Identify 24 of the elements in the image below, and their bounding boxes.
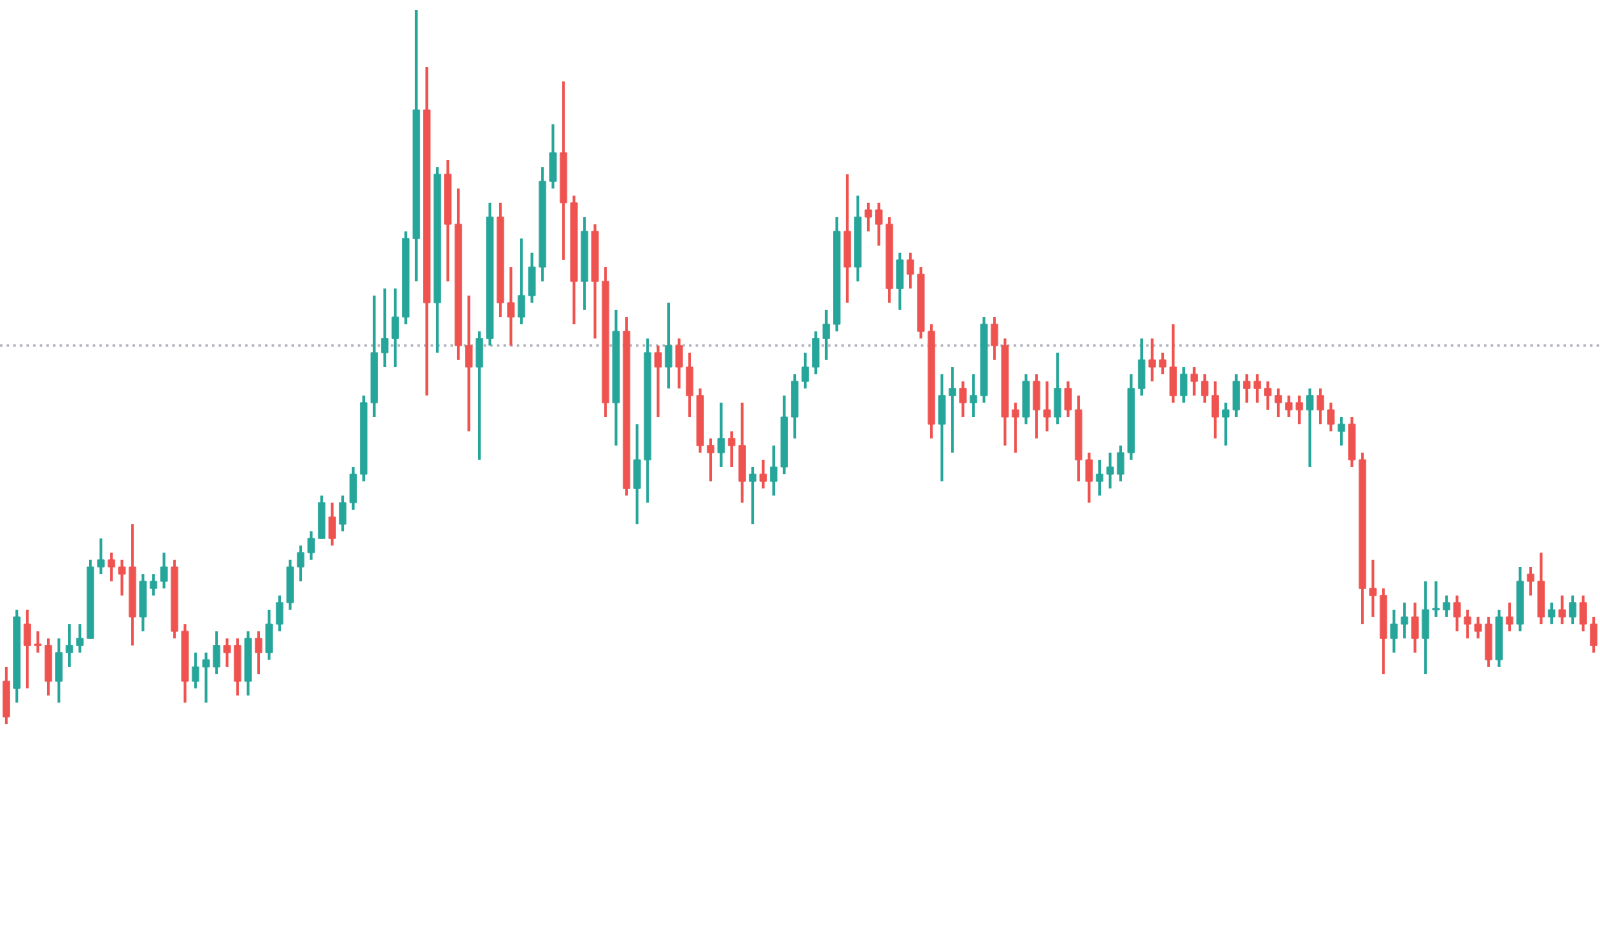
- candlestick: [1053, 351, 1062, 426]
- candlestick: [749, 465, 757, 526]
- candlestick: [328, 501, 336, 547]
- candlestick: [1558, 594, 1566, 626]
- candlestick: [1022, 372, 1030, 426]
- candlestick: [843, 172, 851, 305]
- candlestick: [2, 665, 10, 726]
- candlestick: [1568, 594, 1577, 626]
- candlestick: [759, 458, 767, 490]
- candlestick: [1180, 365, 1188, 405]
- candlestick: [896, 251, 904, 312]
- candlestick: [717, 401, 725, 469]
- candlestick: [254, 629, 263, 676]
- candlestick: [1411, 601, 1419, 655]
- candlestick: [1495, 608, 1503, 669]
- candlestick: [1547, 601, 1556, 626]
- candlestick: [1337, 415, 1346, 447]
- candlestick: [1516, 565, 1524, 633]
- candlestick: [654, 344, 662, 419]
- candlestick: [244, 629, 252, 697]
- candlestick: [1306, 387, 1314, 469]
- candlestick: [1505, 601, 1514, 633]
- candlestick: [959, 379, 967, 419]
- candlestick: [664, 301, 673, 390]
